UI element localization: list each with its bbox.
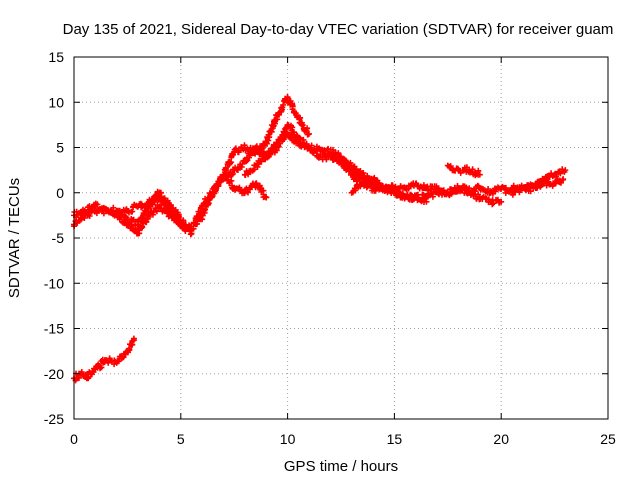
y-tick-label: -15 bbox=[44, 321, 64, 337]
series-track-d bbox=[188, 171, 270, 233]
series-track-c bbox=[113, 202, 195, 238]
data-trace-segment bbox=[274, 94, 291, 118]
data-point bbox=[177, 221, 184, 228]
data-trace-segment bbox=[349, 180, 365, 196]
data-trace-segment bbox=[157, 202, 173, 220]
data-points bbox=[71, 94, 569, 384]
data-trace-segment bbox=[254, 152, 269, 170]
data-point bbox=[498, 198, 505, 205]
x-axis-ticks: 0 5 10 15 20 25 bbox=[70, 57, 616, 447]
data-trace-segment bbox=[192, 204, 204, 222]
data-point bbox=[305, 130, 312, 137]
data-trace-segment bbox=[338, 158, 354, 178]
series-track-l bbox=[508, 176, 567, 193]
x-tick-label: 5 bbox=[177, 431, 185, 447]
data-trace-segment bbox=[146, 188, 162, 208]
data-trace-segment bbox=[167, 202, 184, 224]
data-trace-segment bbox=[284, 95, 297, 116]
y-tick-label: -5 bbox=[52, 230, 65, 246]
y-tick-label: 0 bbox=[56, 185, 64, 201]
data-point bbox=[562, 167, 569, 174]
chart-title: Day 135 of 2021, Sidereal Day-to-day VTE… bbox=[63, 21, 614, 38]
data-trace-segment bbox=[466, 182, 482, 195]
y-tick-label: -25 bbox=[44, 411, 64, 427]
data-trace-segment bbox=[499, 183, 514, 196]
y-tick-label: 15 bbox=[48, 49, 64, 65]
data-point bbox=[263, 194, 270, 201]
data-trace-segment bbox=[78, 369, 89, 380]
y-tick-label: 5 bbox=[56, 140, 64, 156]
data-point bbox=[130, 337, 137, 344]
x-tick-label: 15 bbox=[387, 431, 403, 447]
data-trace-segment bbox=[348, 163, 366, 177]
data-trace-segment bbox=[125, 335, 137, 356]
x-tick-label: 20 bbox=[493, 431, 509, 447]
data-trace-segment bbox=[135, 203, 152, 225]
data-trace-segment bbox=[125, 221, 140, 237]
y-tick-label: -10 bbox=[44, 275, 64, 291]
series-track-j bbox=[444, 162, 483, 179]
data-trace-segment bbox=[242, 162, 258, 178]
data-trace-segment bbox=[136, 213, 152, 237]
data-trace-segment bbox=[167, 211, 183, 228]
y-axis-label: SDTVAR / TECUs bbox=[6, 178, 23, 298]
data-trace-segment bbox=[147, 202, 162, 218]
data-trace-segment bbox=[156, 189, 173, 208]
y-axis-ticks: -25 -20 -15 -10 -5 0 5 10 15 bbox=[44, 49, 608, 427]
x-axis-label: GPS time / hours bbox=[284, 458, 398, 475]
series-track-m bbox=[71, 335, 137, 384]
data-trace-segment bbox=[509, 182, 525, 193]
series-track-i bbox=[348, 174, 494, 199]
x-tick-label: 10 bbox=[280, 431, 296, 447]
data-trace-segment bbox=[446, 186, 461, 199]
data-trace-segment bbox=[263, 112, 281, 147]
x-tick-label: 0 bbox=[70, 431, 78, 447]
grid-lines bbox=[74, 57, 608, 419]
data-point bbox=[560, 176, 567, 183]
y-tick-label: -20 bbox=[44, 366, 64, 382]
data-trace-segment bbox=[199, 188, 216, 209]
data-trace-segment bbox=[291, 109, 305, 127]
data-trace-segment bbox=[552, 166, 568, 180]
y-tick-label: 10 bbox=[48, 94, 64, 110]
data-point bbox=[327, 153, 334, 160]
data-trace-segment bbox=[115, 213, 130, 229]
data-trace-segment bbox=[221, 166, 237, 181]
data-point bbox=[476, 171, 483, 178]
x-tick-label: 25 bbox=[600, 431, 616, 447]
series-track-h bbox=[327, 152, 505, 208]
